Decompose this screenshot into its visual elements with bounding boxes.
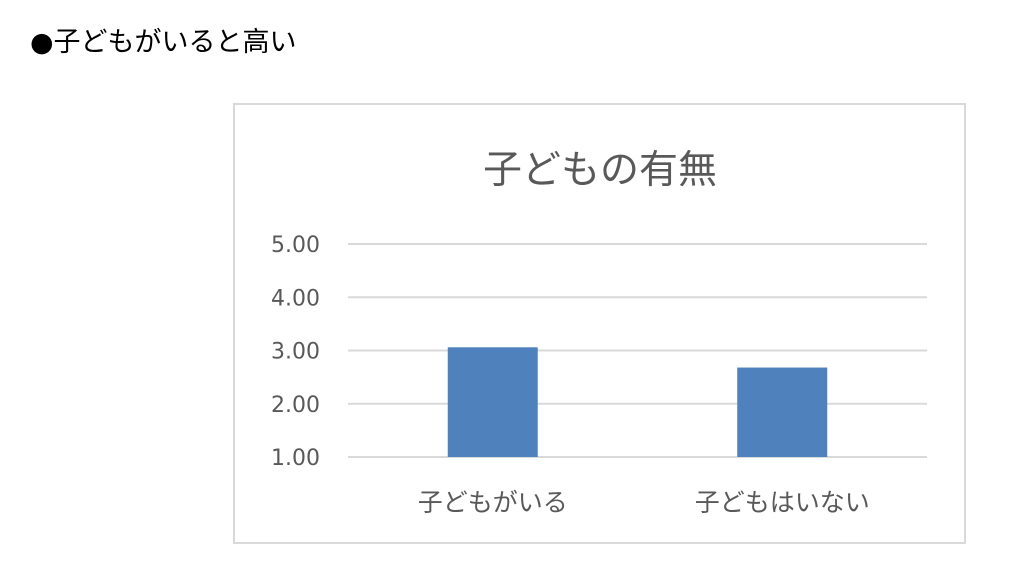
x-category-label: 子どもはいない [695,488,870,517]
y-tick-label: 5.00 [271,233,320,258]
chart-container: 子どもの有無 1.00 2.00 3.00 4.00 5.00 子どもがいる 子どもはいな… [233,103,966,544]
bar-chart: 子どもの有無 1.00 2.00 3.00 4.00 5.00 子どもがいる 子どもはいな… [271,148,927,517]
page-heading: ●子どもがいると高い [30,27,297,58]
bars [447,347,828,457]
bar-1 [447,347,538,457]
chart-title: 子どもの有無 [483,148,717,193]
y-tick-label: 1.00 [271,446,320,471]
x-category-label: 子どもがいる [418,488,568,517]
bar-2 [737,367,828,457]
x-axis-categories: 子どもがいる 子どもはいない [418,488,870,517]
gridlines [348,243,927,458]
y-tick-label: 4.00 [271,286,320,311]
y-axis-ticks: 1.00 2.00 3.00 4.00 5.00 [271,233,320,471]
y-tick-label: 3.00 [271,340,320,365]
y-tick-label: 2.00 [271,393,320,418]
